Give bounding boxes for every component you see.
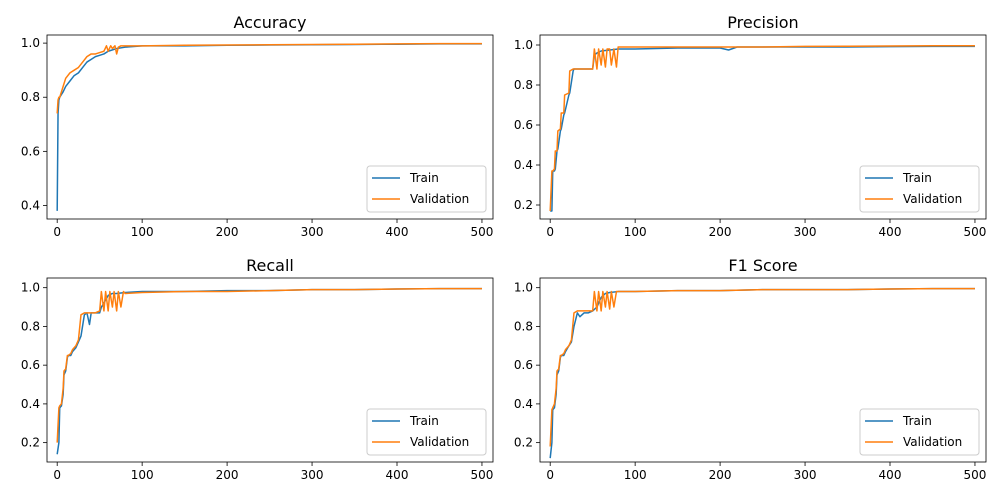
legend: Train Validation [859,165,980,213]
x-tick-label: 100 [624,468,647,482]
y-tick-label: 0.2 [514,436,533,450]
y-tick-label: 0.8 [514,319,533,333]
y-tick-label: 0.8 [21,319,40,333]
legend-label-validation: Validation [410,435,469,449]
y-tick-label: 0.6 [21,144,40,158]
y-tick-label: 1.0 [21,36,40,50]
y-tick-label: 0.8 [514,78,533,92]
chart-title: Recall [246,256,294,275]
x-tick-label: 400 [386,468,409,482]
legend: Train Validation [859,408,980,456]
x-tick-label: 500 [964,468,987,482]
y-tick-label: 0.2 [21,436,40,450]
x-tick-label: 300 [794,468,817,482]
x-tick-label: 0 [546,225,554,239]
x-tick-label: 500 [964,225,987,239]
chart-title: Accuracy [233,13,306,32]
chart-panel-4: F1 Score 0 100 200 300 400 500 0.2 0.4 0.6 0.8 1.0 T… [514,256,987,482]
chart-panel-3: Recall 0 100 200 300 400 500 0.2 0.4 0.6 0.8 1.0 Tra… [21,256,494,482]
x-tick-label: 200 [709,225,732,239]
x-tick-label: 300 [301,468,324,482]
axes-frame [539,277,987,463]
y-tick-label: 0.6 [21,358,40,372]
y-tick-label: 1.0 [514,281,533,295]
x-tick-label: 100 [131,468,154,482]
legend-label-validation: Validation [903,192,962,206]
x-tick-label: 500 [471,225,494,239]
axes-frame [46,34,494,220]
legend-label-train: Train [902,171,932,185]
x-tick-label: 200 [709,468,732,482]
x-tick-label: 100 [131,225,154,239]
series-line-validation [549,287,975,447]
x-tick-label: 500 [471,468,494,482]
x-tick-label: 200 [216,468,239,482]
x-tick-label: 0 [53,468,61,482]
y-tick-label: 0.2 [514,198,533,212]
legend: Train Validation [366,408,487,456]
y-tick-label: 1.0 [21,281,40,295]
y-tick-label: 0.4 [21,397,40,411]
x-tick-label: 400 [879,468,902,482]
y-tick-label: 1.0 [514,38,533,52]
x-tick-label: 200 [216,225,239,239]
series-line-validation [56,287,482,443]
chart-panel-2: Precision 0 100 200 300 400 500 0.2 0.4 0.6 0.8 1.0… [514,13,987,239]
x-tick-label: 300 [794,225,817,239]
y-tick-label: 0.6 [514,118,533,132]
y-tick-label: 0.4 [514,397,533,411]
x-tick-label: 0 [53,225,61,239]
x-tick-label: 0 [546,468,554,482]
legend: Train Validation [366,165,487,213]
y-tick-label: 0.8 [21,90,40,104]
series-line-validation [549,45,975,212]
legend-label-validation: Validation [410,192,469,206]
y-tick-label: 0.6 [514,358,533,372]
x-tick-label: 400 [879,225,902,239]
legend-label-train: Train [409,171,439,185]
axes-frame [46,277,494,463]
chart-title: F1 Score [728,256,797,275]
legend-label-train: Train [902,414,932,428]
x-tick-label: 300 [301,225,324,239]
x-tick-label: 100 [624,225,647,239]
y-tick-label: 0.4 [21,198,40,212]
chart-panel-1: Accuracy 0 100 200 300 400 500 0.4 0.6 0.8 1.0 Trai… [21,13,494,239]
series-line-validation [56,42,482,114]
x-tick-label: 400 [386,225,409,239]
axes-frame [539,34,987,220]
legend-label-validation: Validation [903,435,962,449]
legend-label-train: Train [409,414,439,428]
chart-title: Precision [727,13,798,32]
y-tick-label: 0.4 [514,158,533,172]
